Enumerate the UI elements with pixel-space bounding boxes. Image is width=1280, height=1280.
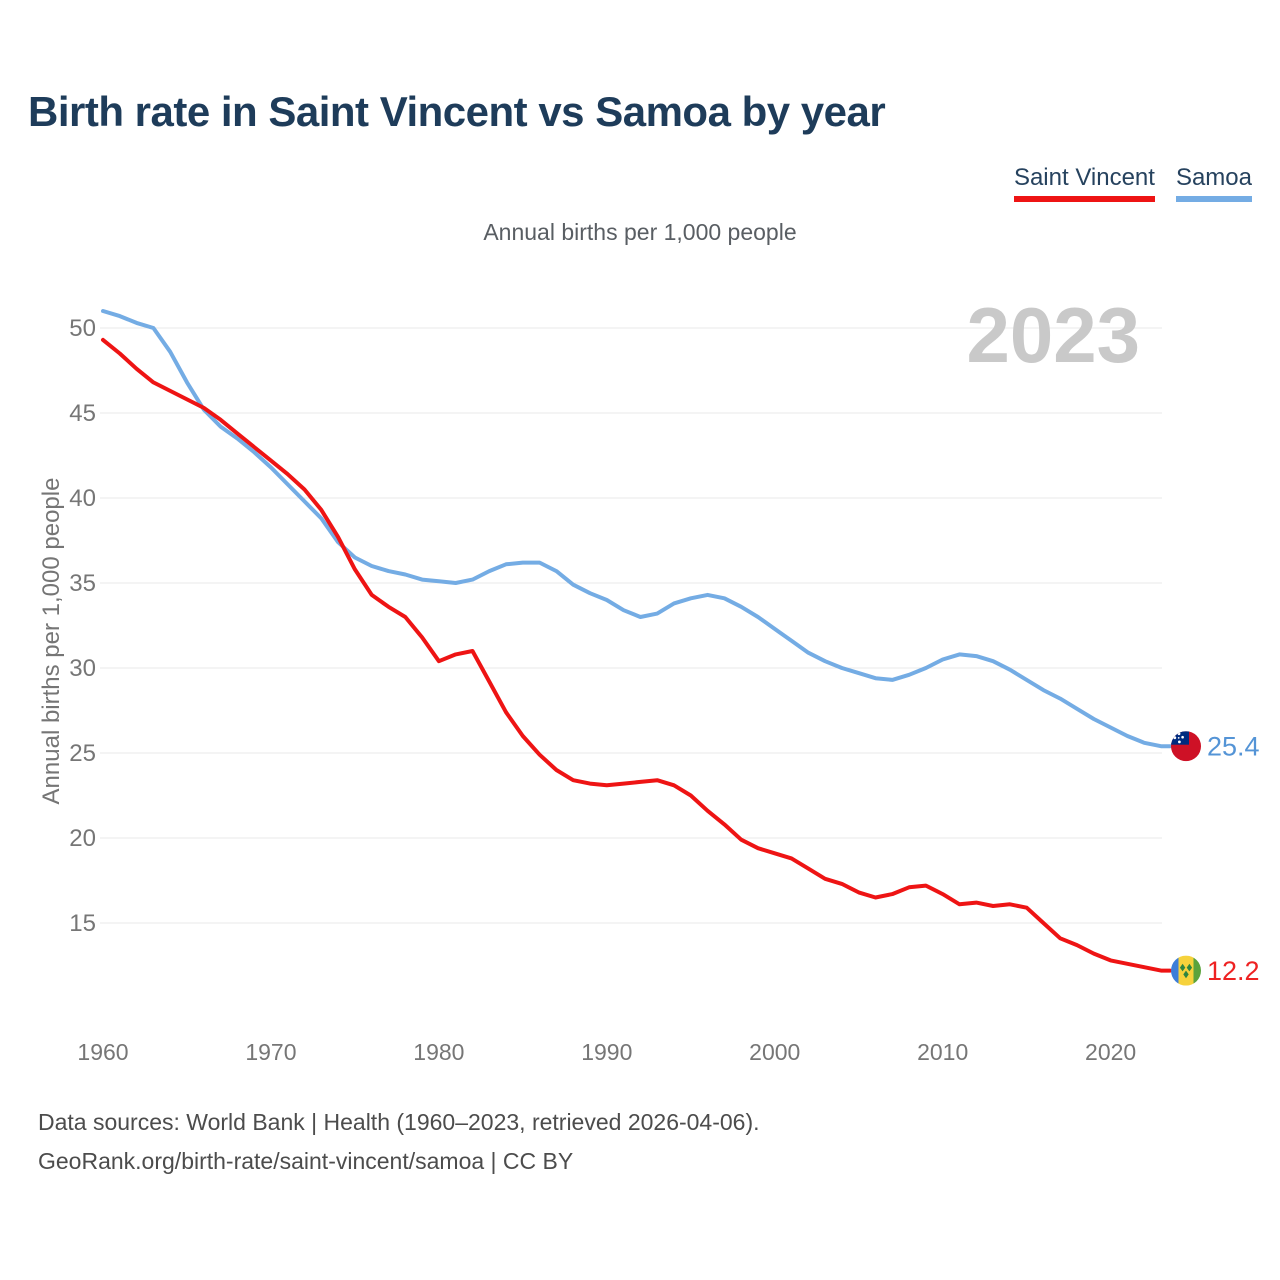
- x-tick-label-1990: 1990: [581, 1039, 632, 1065]
- series-line-samoa: [101, 309, 1172, 749]
- legend-swatch-samoa: [1175, 196, 1252, 202]
- flag-samoa-icon: [1171, 731, 1201, 762]
- footer: Data sources: World Bank | Health (1960–…: [38, 1103, 760, 1181]
- y-tick-label-15: 15: [69, 910, 96, 937]
- y-tick-label-30: 30: [69, 655, 96, 682]
- legend-swatch-saint-vincent: [1013, 196, 1155, 202]
- x-tick-label-2020: 2020: [1085, 1039, 1136, 1065]
- footer-sources: Data sources: World Bank | Health (1960–…: [38, 1109, 760, 1135]
- x-tick-label-1980: 1980: [413, 1039, 464, 1065]
- flag-saint-vincent-icon: [1171, 955, 1201, 986]
- y-tick-label-50: 50: [69, 315, 96, 342]
- y-tick-label-25: 25: [69, 740, 96, 767]
- legend-item-saint-vincent[interactable]: Saint Vincent: [1013, 164, 1155, 202]
- y-tick-label-40: 40: [69, 485, 96, 512]
- series-line-saint-vincent: [101, 337, 1172, 973]
- x-tick-label-1960: 1960: [77, 1039, 128, 1065]
- legend-item-samoa[interactable]: Samoa: [1175, 164, 1252, 202]
- legend-label-saint-vincent: Saint Vincent: [1013, 164, 1155, 191]
- page-title: Birth rate in Saint Vincent vs Samoa by …: [28, 88, 886, 135]
- x-tick-label-2000: 2000: [749, 1039, 800, 1065]
- end-value-label-samoa: 25.4: [1207, 732, 1260, 762]
- y-tick-label-45: 45: [69, 400, 96, 427]
- legend-label-samoa: Samoa: [1175, 164, 1252, 191]
- watermark-year: 2023: [966, 291, 1140, 379]
- y-tick-label-20: 20: [69, 825, 96, 852]
- x-tick-label-1970: 1970: [245, 1039, 296, 1065]
- footer-link: GeoRank.org/birth-rate/saint-vincent/sam…: [38, 1148, 574, 1174]
- y-tick-label-35: 35: [69, 570, 96, 597]
- x-tick-label-2010: 2010: [917, 1039, 968, 1065]
- legend: Saint Vincent Samoa: [1013, 164, 1252, 202]
- end-value-label-saint-vincent: 12.2: [1207, 956, 1260, 986]
- chart-subtitle: Annual births per 1,000 people: [483, 219, 797, 245]
